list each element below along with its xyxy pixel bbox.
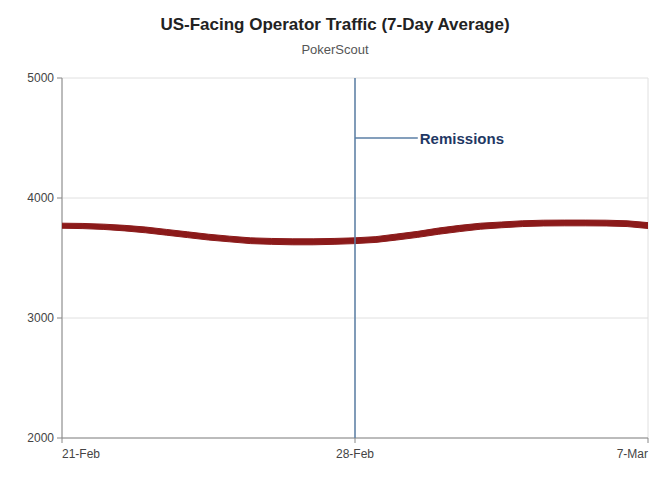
x-tick-label: 21-Feb [62,447,100,461]
vertical-line [354,78,356,438]
y-tick-label: 5000 [27,71,54,85]
y-tick-label: 3000 [27,311,54,325]
x-tick [355,438,356,443]
y-tick [57,78,62,79]
y-axis-line [62,78,63,438]
x-tick [62,438,63,443]
chart-svg: US-Facing Operator Traffic (7-Day Averag… [0,0,670,484]
annotations: Remissions [355,130,504,147]
y-tick [57,438,62,439]
plot-area [62,78,648,438]
y-tick-label: 4000 [27,191,54,205]
x-tick [648,438,649,443]
y-tick [57,198,62,199]
axes: 2000 3000 4000 5000 21-Feb 28-Feb 7-Mar [27,71,648,461]
x-tick-label: 28-Feb [336,447,374,461]
grid-line-x [355,78,356,438]
annotation-text: Remissions [420,130,504,147]
title: US-Facing Operator Traffic (7-Day Averag… [160,15,509,34]
annotation-connector [355,137,418,139]
chart-container: US-Facing Operator Traffic (7-Day Averag… [0,0,670,484]
grid-line-x [648,78,649,438]
grid [62,78,648,438]
subtitle: PokerScout [301,42,369,57]
y-tick-label: 2000 [27,431,54,445]
y-tick [57,318,62,319]
x-tick-label: 7-Mar [617,447,648,461]
grid-line-x [62,78,63,438]
